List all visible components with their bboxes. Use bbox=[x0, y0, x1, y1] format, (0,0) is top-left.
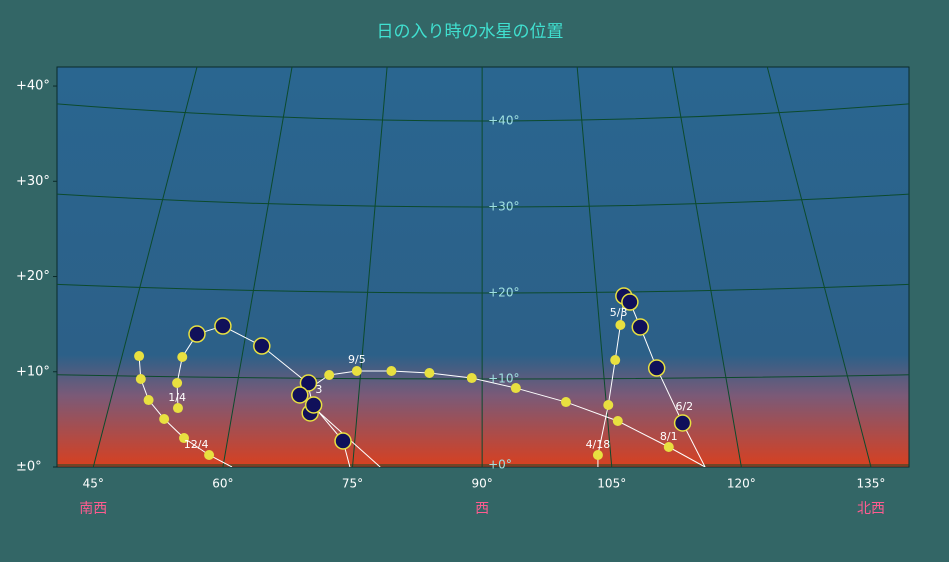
y-tick-label: +20° bbox=[16, 269, 50, 284]
mercury-disk bbox=[304, 396, 323, 414]
mercury-disk bbox=[188, 325, 206, 343]
y-tick-label: ±0° bbox=[16, 460, 42, 475]
mercury-dot bbox=[386, 366, 397, 376]
date-label: 9/5 bbox=[348, 353, 366, 366]
mercury-dot bbox=[466, 373, 477, 384]
grid-line bbox=[766, 67, 872, 467]
mercury-dot bbox=[612, 416, 623, 426]
grid-line bbox=[57, 283, 909, 294]
x-tick-label: 75° bbox=[342, 477, 363, 491]
grid-line bbox=[92, 67, 198, 467]
mercury-dot bbox=[560, 397, 571, 408]
mercury-dot bbox=[610, 355, 621, 366]
inner-tick-label: +40° bbox=[488, 114, 519, 128]
mercury-dot bbox=[615, 320, 626, 330]
mercury-dot bbox=[134, 351, 145, 362]
y-tick-label: +30° bbox=[16, 174, 50, 189]
chart-title: 日の入り時の水星の位置 bbox=[377, 22, 564, 42]
plot: 12/4 1/4 9/5 3 5/3 4/18 8/1 6/2 bbox=[57, 67, 909, 467]
x-tick-label: 105° bbox=[597, 477, 626, 491]
date-label: 4/18 bbox=[586, 438, 611, 451]
grid-line bbox=[671, 67, 742, 467]
mercury-dot bbox=[592, 450, 603, 460]
x-tick-label: 120° bbox=[727, 477, 756, 491]
mercury-dot bbox=[324, 370, 335, 380]
mercury-dot bbox=[179, 433, 190, 444]
mercury-dot bbox=[143, 395, 154, 406]
date-label: 3 bbox=[315, 383, 322, 396]
mercury-disk bbox=[631, 318, 650, 336]
mercury-disk bbox=[673, 414, 692, 432]
mercury-dot bbox=[135, 374, 146, 384]
mercury-dot bbox=[603, 400, 614, 410]
date-label: 6/2 bbox=[675, 400, 693, 413]
mercury-dot bbox=[172, 403, 183, 414]
mercury-disk bbox=[647, 359, 666, 377]
inner-tick-label: +20° bbox=[488, 286, 519, 300]
date-label: 1/4 bbox=[168, 391, 186, 404]
x-tick-label: 135° bbox=[857, 477, 886, 491]
y-tick-label: +40° bbox=[16, 79, 50, 94]
direction-label: 北西 bbox=[857, 501, 885, 517]
mercury-dot bbox=[424, 368, 435, 378]
y-tick-label: +10° bbox=[16, 364, 50, 379]
date-label: 8/1 bbox=[660, 430, 678, 443]
direction-label: 西 bbox=[475, 501, 489, 517]
x-tick-label: 60° bbox=[212, 477, 233, 491]
mercury-dot bbox=[159, 414, 170, 424]
direction-label: 南西 bbox=[79, 501, 107, 517]
mercury-disk bbox=[291, 386, 309, 404]
mercury-dot bbox=[663, 442, 674, 452]
inner-tick-label: +0° bbox=[488, 458, 512, 472]
mercury-disk bbox=[214, 317, 232, 335]
grid-line bbox=[222, 67, 293, 467]
grid-line bbox=[576, 67, 613, 467]
x-tick-label: 45° bbox=[83, 477, 104, 491]
grid-line bbox=[352, 67, 388, 467]
date-label: 5/3 bbox=[610, 306, 628, 319]
mercury-dot bbox=[177, 352, 188, 362]
mercury-disk bbox=[253, 337, 271, 355]
mercury-dot bbox=[172, 378, 183, 388]
mercury-disk bbox=[299, 374, 318, 392]
mercury-dot bbox=[204, 450, 215, 460]
grid-line bbox=[57, 374, 909, 380]
inner-tick-label: +10° bbox=[488, 372, 519, 386]
grid-line bbox=[57, 103, 909, 122]
plot-area bbox=[56, 66, 910, 468]
mercury-dot bbox=[351, 366, 362, 376]
mercury-disk bbox=[621, 293, 639, 311]
grid-line bbox=[57, 193, 909, 208]
date-label: 12/4 bbox=[184, 438, 209, 451]
x-tick-label: 90° bbox=[471, 477, 492, 491]
mercury-disk bbox=[334, 432, 352, 450]
inner-tick-label: +30° bbox=[488, 200, 519, 214]
mercury-dot bbox=[510, 383, 521, 394]
